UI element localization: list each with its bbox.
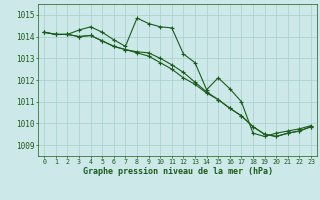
X-axis label: Graphe pression niveau de la mer (hPa): Graphe pression niveau de la mer (hPa) xyxy=(83,167,273,176)
